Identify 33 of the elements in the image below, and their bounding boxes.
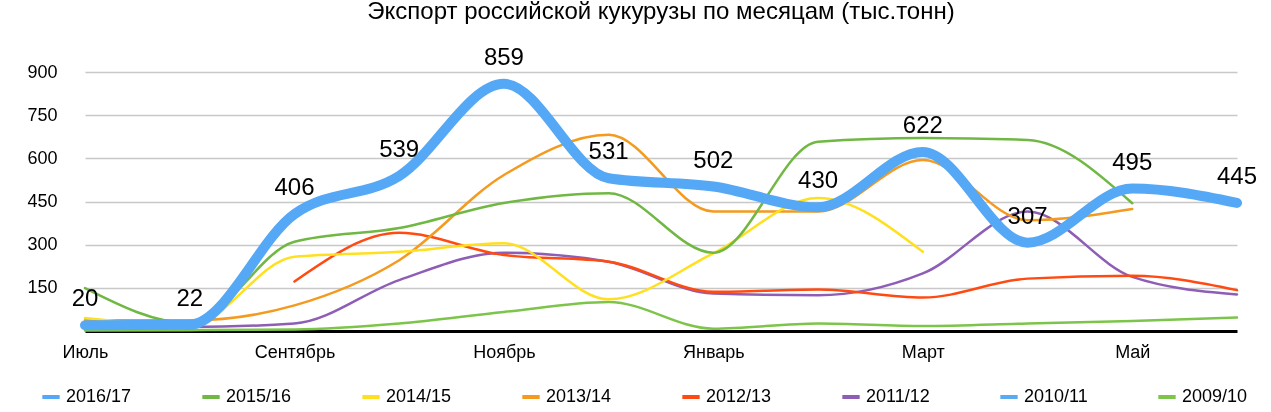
y-tick-label: 900 [27, 61, 58, 82]
y-tick-label: 600 [27, 147, 58, 168]
legend-label: 2011/12 [866, 386, 930, 406]
legend-label: 2013/14 [546, 386, 612, 406]
line-series [293, 231, 1239, 299]
legend-label: 2015/16 [226, 386, 292, 406]
y-tick-label: 300 [27, 234, 58, 255]
data-label: 430 [798, 166, 839, 194]
x-tick-label: Май [1115, 341, 1151, 362]
x-tick-label: Ноябрь [473, 341, 536, 362]
x-tick-label: Март [901, 341, 945, 362]
legend-label: 2012/13 [706, 386, 772, 406]
legend-label: 2014/15 [386, 386, 452, 406]
data-label: 445 [1216, 161, 1258, 189]
data-label: 406 [274, 173, 315, 201]
data-label: 22 [176, 283, 204, 311]
x-tick-label: Июль [62, 341, 109, 362]
data-label: 531 [588, 137, 629, 165]
data-label: 20 [71, 284, 99, 312]
data-label: 539 [379, 134, 420, 162]
chart-title: Экспорт российской кукурузы по месяцам (тыс.тонн) [367, 0, 955, 24]
data-label: 502 [693, 145, 734, 173]
data-label: 859 [483, 42, 524, 70]
y-tick-label: 150 [27, 277, 58, 298]
x-tick-label: Сентябрь [254, 341, 336, 362]
legend-label: 2010/11 [1024, 386, 1088, 406]
legend-label: 2009/10 [1182, 386, 1248, 406]
data-label: 495 [1112, 147, 1153, 175]
x-tick-label: Январь [683, 341, 745, 362]
y-tick-label: 450 [27, 191, 58, 211]
y-tick-label: 750 [27, 104, 58, 125]
data-label: 622 [902, 111, 943, 138]
legend-label: 2016/17 [66, 386, 132, 406]
